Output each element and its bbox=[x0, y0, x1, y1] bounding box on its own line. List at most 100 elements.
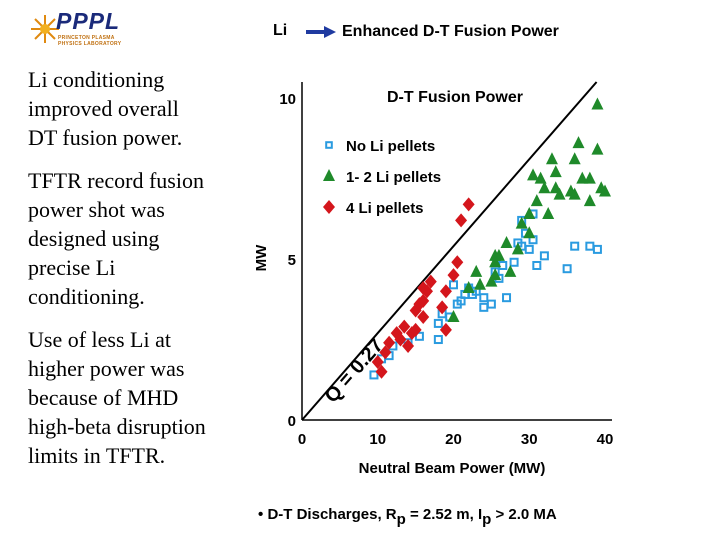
square-point bbox=[592, 244, 602, 254]
triangle-point bbox=[568, 152, 581, 165]
triangle-point bbox=[572, 136, 585, 149]
triangle-point bbox=[568, 187, 581, 200]
logo-text: PPPL bbox=[56, 8, 121, 34]
diamond-point bbox=[394, 332, 407, 347]
text-line: power shot was bbox=[28, 197, 165, 222]
triangle-point bbox=[591, 97, 604, 110]
triangle-point bbox=[538, 181, 551, 194]
square-point bbox=[539, 251, 549, 261]
pppl-logo: PPPL PRINCETON PLASMA PHYSICS LABORATORY bbox=[30, 8, 140, 48]
footnote-text-mid: = 2.52 m, I bbox=[409, 506, 483, 523]
logo-subtext-1: PRINCETON PLASMA bbox=[58, 35, 115, 41]
x-axis-label: Neutral Beam Power (MW) bbox=[359, 460, 546, 477]
legend-marker bbox=[325, 141, 333, 149]
diamond-point bbox=[455, 213, 468, 228]
footnote-text-end: > 2.0 MA bbox=[495, 506, 557, 523]
diamond-point bbox=[383, 335, 396, 350]
x-tick-label: 20 bbox=[445, 431, 462, 448]
square-point bbox=[433, 318, 443, 328]
triangle-point bbox=[576, 171, 589, 184]
square-point bbox=[570, 241, 580, 251]
x-tick-label: 0 bbox=[298, 431, 306, 448]
diamond-point bbox=[402, 338, 415, 353]
text-line: Li conditioning bbox=[28, 67, 165, 92]
triangle-point bbox=[489, 255, 502, 268]
bullet: • bbox=[258, 506, 264, 523]
r-subscript: p bbox=[396, 511, 406, 528]
square-point bbox=[479, 293, 489, 303]
diamond-point bbox=[375, 364, 388, 379]
legend-label: No Li pellets bbox=[346, 138, 435, 155]
square-point bbox=[502, 293, 512, 303]
y-tick-label: 10 bbox=[279, 91, 296, 108]
square-point bbox=[433, 335, 443, 345]
li-label: Li bbox=[273, 22, 288, 39]
q-reference-line bbox=[301, 81, 598, 421]
diamond-point bbox=[379, 345, 392, 360]
x-tick-label: 40 bbox=[597, 431, 614, 448]
legend-marker bbox=[323, 200, 335, 214]
x-tick-label: 30 bbox=[521, 431, 538, 448]
square-point bbox=[532, 260, 542, 270]
text-line: TFTR record fusion bbox=[28, 168, 204, 193]
square-point bbox=[449, 280, 458, 290]
text-line: improved overall bbox=[28, 96, 179, 121]
triangle-point bbox=[470, 264, 483, 277]
triangle-point bbox=[511, 242, 524, 255]
y-axis-label: MW bbox=[253, 244, 270, 271]
triangle-point bbox=[523, 206, 536, 219]
square-point bbox=[585, 241, 595, 251]
legend-label: 4 Li pellets bbox=[346, 200, 424, 217]
square-point bbox=[524, 244, 534, 254]
triangle-point bbox=[447, 309, 460, 322]
triangle-point bbox=[462, 281, 475, 294]
y-tick-label: 0 bbox=[288, 413, 296, 430]
y-tick-label: 5 bbox=[288, 252, 296, 269]
triangle-point bbox=[504, 264, 517, 277]
text-line: Use of less Li at bbox=[28, 327, 171, 352]
square-point bbox=[369, 370, 379, 380]
triangle-point bbox=[530, 194, 543, 207]
text-line: precise Li bbox=[28, 255, 116, 280]
square-point bbox=[498, 260, 508, 270]
text-line: high-beta disruption bbox=[28, 414, 206, 439]
diamond-point bbox=[436, 300, 449, 315]
text-tftr-record: TFTR record fusion power shot was design… bbox=[28, 166, 238, 311]
diamond-point bbox=[439, 284, 452, 299]
text-line: DT fusion power. bbox=[28, 125, 183, 150]
diamond-point bbox=[417, 309, 430, 324]
text-line: limits in TFTR. bbox=[28, 443, 166, 468]
diamond-point bbox=[462, 197, 475, 212]
triangle-point bbox=[583, 194, 596, 207]
text-line: conditioning. bbox=[28, 284, 145, 309]
square-point bbox=[486, 299, 496, 309]
triangle-point bbox=[545, 152, 558, 165]
right-arrow-icon bbox=[306, 26, 336, 38]
chart-title: D-T Fusion Power bbox=[387, 89, 523, 106]
square-point bbox=[509, 257, 519, 267]
diamond-point bbox=[420, 284, 433, 299]
diamond-point bbox=[417, 293, 430, 308]
sunburst-icon bbox=[31, 15, 59, 43]
footnote: • D-T Discharges, Rp = 2.52 m, Ip > 2.0 … bbox=[258, 506, 557, 528]
square-point bbox=[562, 264, 572, 274]
diamond-point bbox=[371, 355, 384, 370]
triangle-point bbox=[485, 274, 498, 287]
triangle-point bbox=[474, 277, 487, 290]
square-point bbox=[479, 302, 489, 312]
triangle-point bbox=[549, 165, 562, 178]
i-subscript: p bbox=[482, 511, 492, 528]
x-tick-label: 10 bbox=[369, 431, 386, 448]
diamond-point bbox=[424, 274, 437, 289]
footnote-text-start: D-T Discharges, R bbox=[267, 506, 397, 523]
diamond-point bbox=[439, 322, 452, 337]
triangle-point bbox=[523, 226, 536, 239]
text-line: because of MHD bbox=[28, 385, 179, 410]
triangle-point bbox=[515, 216, 528, 229]
triangle-point bbox=[542, 206, 555, 219]
text-less-li: Use of less Li at higher power was becau… bbox=[28, 325, 238, 470]
text-line: designed using bbox=[28, 226, 160, 251]
triangle-point bbox=[500, 235, 513, 248]
diamond-point bbox=[447, 268, 460, 283]
